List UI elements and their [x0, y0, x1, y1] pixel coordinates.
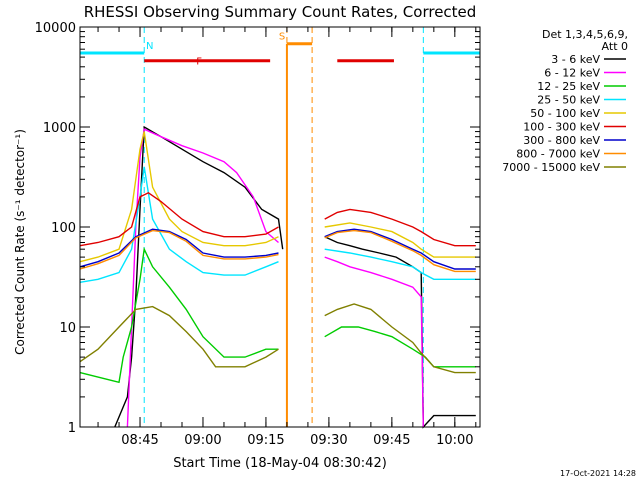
- legend-entry-label: 50 - 100 keV: [530, 107, 600, 120]
- legend-header: Att 0: [602, 40, 628, 53]
- plot-area: N F S: [79, 27, 481, 429]
- x-tick-label: 08:45: [121, 433, 158, 448]
- legend-entry-label: 300 - 800 keV: [523, 134, 600, 147]
- series-line: [324, 228, 476, 270]
- y-tick-label: 10: [59, 321, 76, 336]
- series-line: [324, 248, 476, 280]
- x-tick-label: 09:30: [310, 433, 347, 448]
- flag-S-label: S: [279, 32, 285, 43]
- series-line: [324, 303, 476, 374]
- series-line: [79, 228, 279, 268]
- series-line: [79, 229, 279, 270]
- axes: 1 10 100 1000 10000 08:45 09:00 09:15 09:30 09:45…: [35, 21, 481, 448]
- legend-entry-label: 25 - 50 keV: [537, 94, 600, 107]
- flag-N-label: N: [146, 41, 153, 52]
- legend-header: Det 1,3,4,5,6,9,: [542, 28, 628, 41]
- legend-entry-label: 6 - 12 keV: [544, 67, 600, 80]
- series-line: [324, 236, 476, 429]
- legend-entry-label: 7000 - 15000 keV: [502, 161, 600, 174]
- series-line: [79, 305, 279, 368]
- legend-entry-label: 100 - 300 keV: [523, 121, 600, 134]
- series-line: [324, 222, 476, 258]
- series-line: [324, 208, 476, 247]
- y-tick-label: 100: [51, 221, 76, 236]
- x-tick-label: 09:45: [373, 433, 410, 448]
- series-line: [324, 229, 476, 273]
- legend-entry-label: 800 - 7000 keV: [516, 148, 600, 161]
- series-line: [324, 256, 424, 428]
- y-tick-label: 1000: [43, 121, 76, 136]
- series-line: [114, 125, 284, 428]
- legend-entry-label: 3 - 6 keV: [551, 53, 600, 66]
- legend-entry-label: 12 - 25 keV: [537, 80, 600, 93]
- timestamp: 17-Oct-2021 14:28: [560, 469, 636, 478]
- y-tick-label: 1: [68, 421, 76, 436]
- flag-F-label: F: [196, 57, 202, 68]
- x-tick-label: 09:00: [184, 433, 221, 448]
- x-tick-label: 09:15: [247, 433, 284, 448]
- y-tick-label: 10000: [35, 21, 76, 36]
- series-line: [324, 326, 476, 368]
- x-tick-label: 10:00: [436, 433, 473, 448]
- chart-title: RHESSI Observing Summary Count Rates, Co…: [84, 3, 477, 21]
- y-axis-label: Corrected Count Rate (s⁻¹ detector⁻¹): [13, 129, 27, 355]
- series-line: [79, 131, 279, 263]
- series-line: [79, 166, 279, 283]
- series-line: [79, 191, 279, 247]
- series-line: [79, 246, 279, 384]
- x-axis-label: Start Time (18-May-04 08:30:42): [173, 456, 387, 471]
